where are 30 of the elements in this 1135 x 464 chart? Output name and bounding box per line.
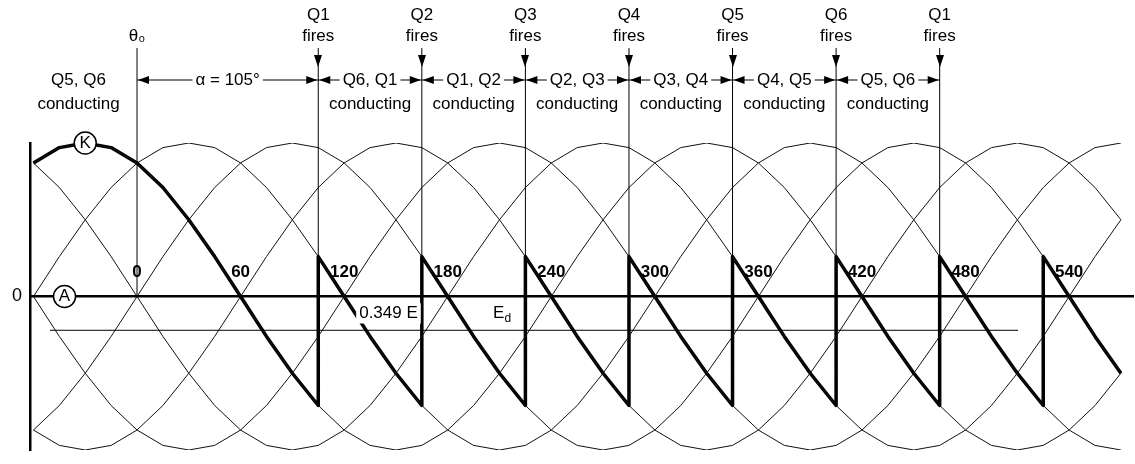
ref-line-label: Q2 fires xyxy=(405,4,438,45)
x-tick-label: 0 xyxy=(132,262,142,282)
x-tick-label: 420 xyxy=(847,262,877,282)
ref-line-label: θ₀ xyxy=(128,25,146,45)
x-tick-label: 240 xyxy=(537,262,566,282)
annotation: 0 xyxy=(11,285,22,306)
x-tick-label: 60 xyxy=(231,262,251,282)
ref-line-label: Q4 fires xyxy=(612,4,646,45)
text: Q5, Q6 conducting xyxy=(37,69,120,113)
ref-line-label: Q3 fires xyxy=(509,4,542,45)
ref-line-label: Q5 fires xyxy=(716,4,749,45)
x-tick-label: 120 xyxy=(329,262,359,282)
text: Q2, Q3 conducting xyxy=(536,69,619,113)
text: α = 105° xyxy=(195,69,260,89)
annotation: K xyxy=(79,132,92,152)
text: Q4, Q5 conducting xyxy=(743,69,826,113)
ref-line-label: Q1 fires xyxy=(923,4,956,45)
x-tick-label: 480 xyxy=(951,262,980,282)
x-tick-label: 540 xyxy=(1054,262,1084,282)
annotation: A xyxy=(58,286,71,306)
annotation: 0.349 E xyxy=(359,303,418,323)
text: Q3, Q4 conducting xyxy=(639,69,722,113)
x-tick-label: 360 xyxy=(744,262,773,282)
x-tick-label: 300 xyxy=(640,262,670,282)
ref-line-label: Q6 fires xyxy=(820,4,853,45)
text: Q6, Q1 conducting xyxy=(328,69,412,113)
text: Q1, Q2 conducting xyxy=(432,69,515,113)
x-tick-label: 180 xyxy=(433,262,462,282)
ref-line-label: Q1 fires xyxy=(302,4,335,45)
text: Q5, Q6 conducting xyxy=(846,69,930,113)
